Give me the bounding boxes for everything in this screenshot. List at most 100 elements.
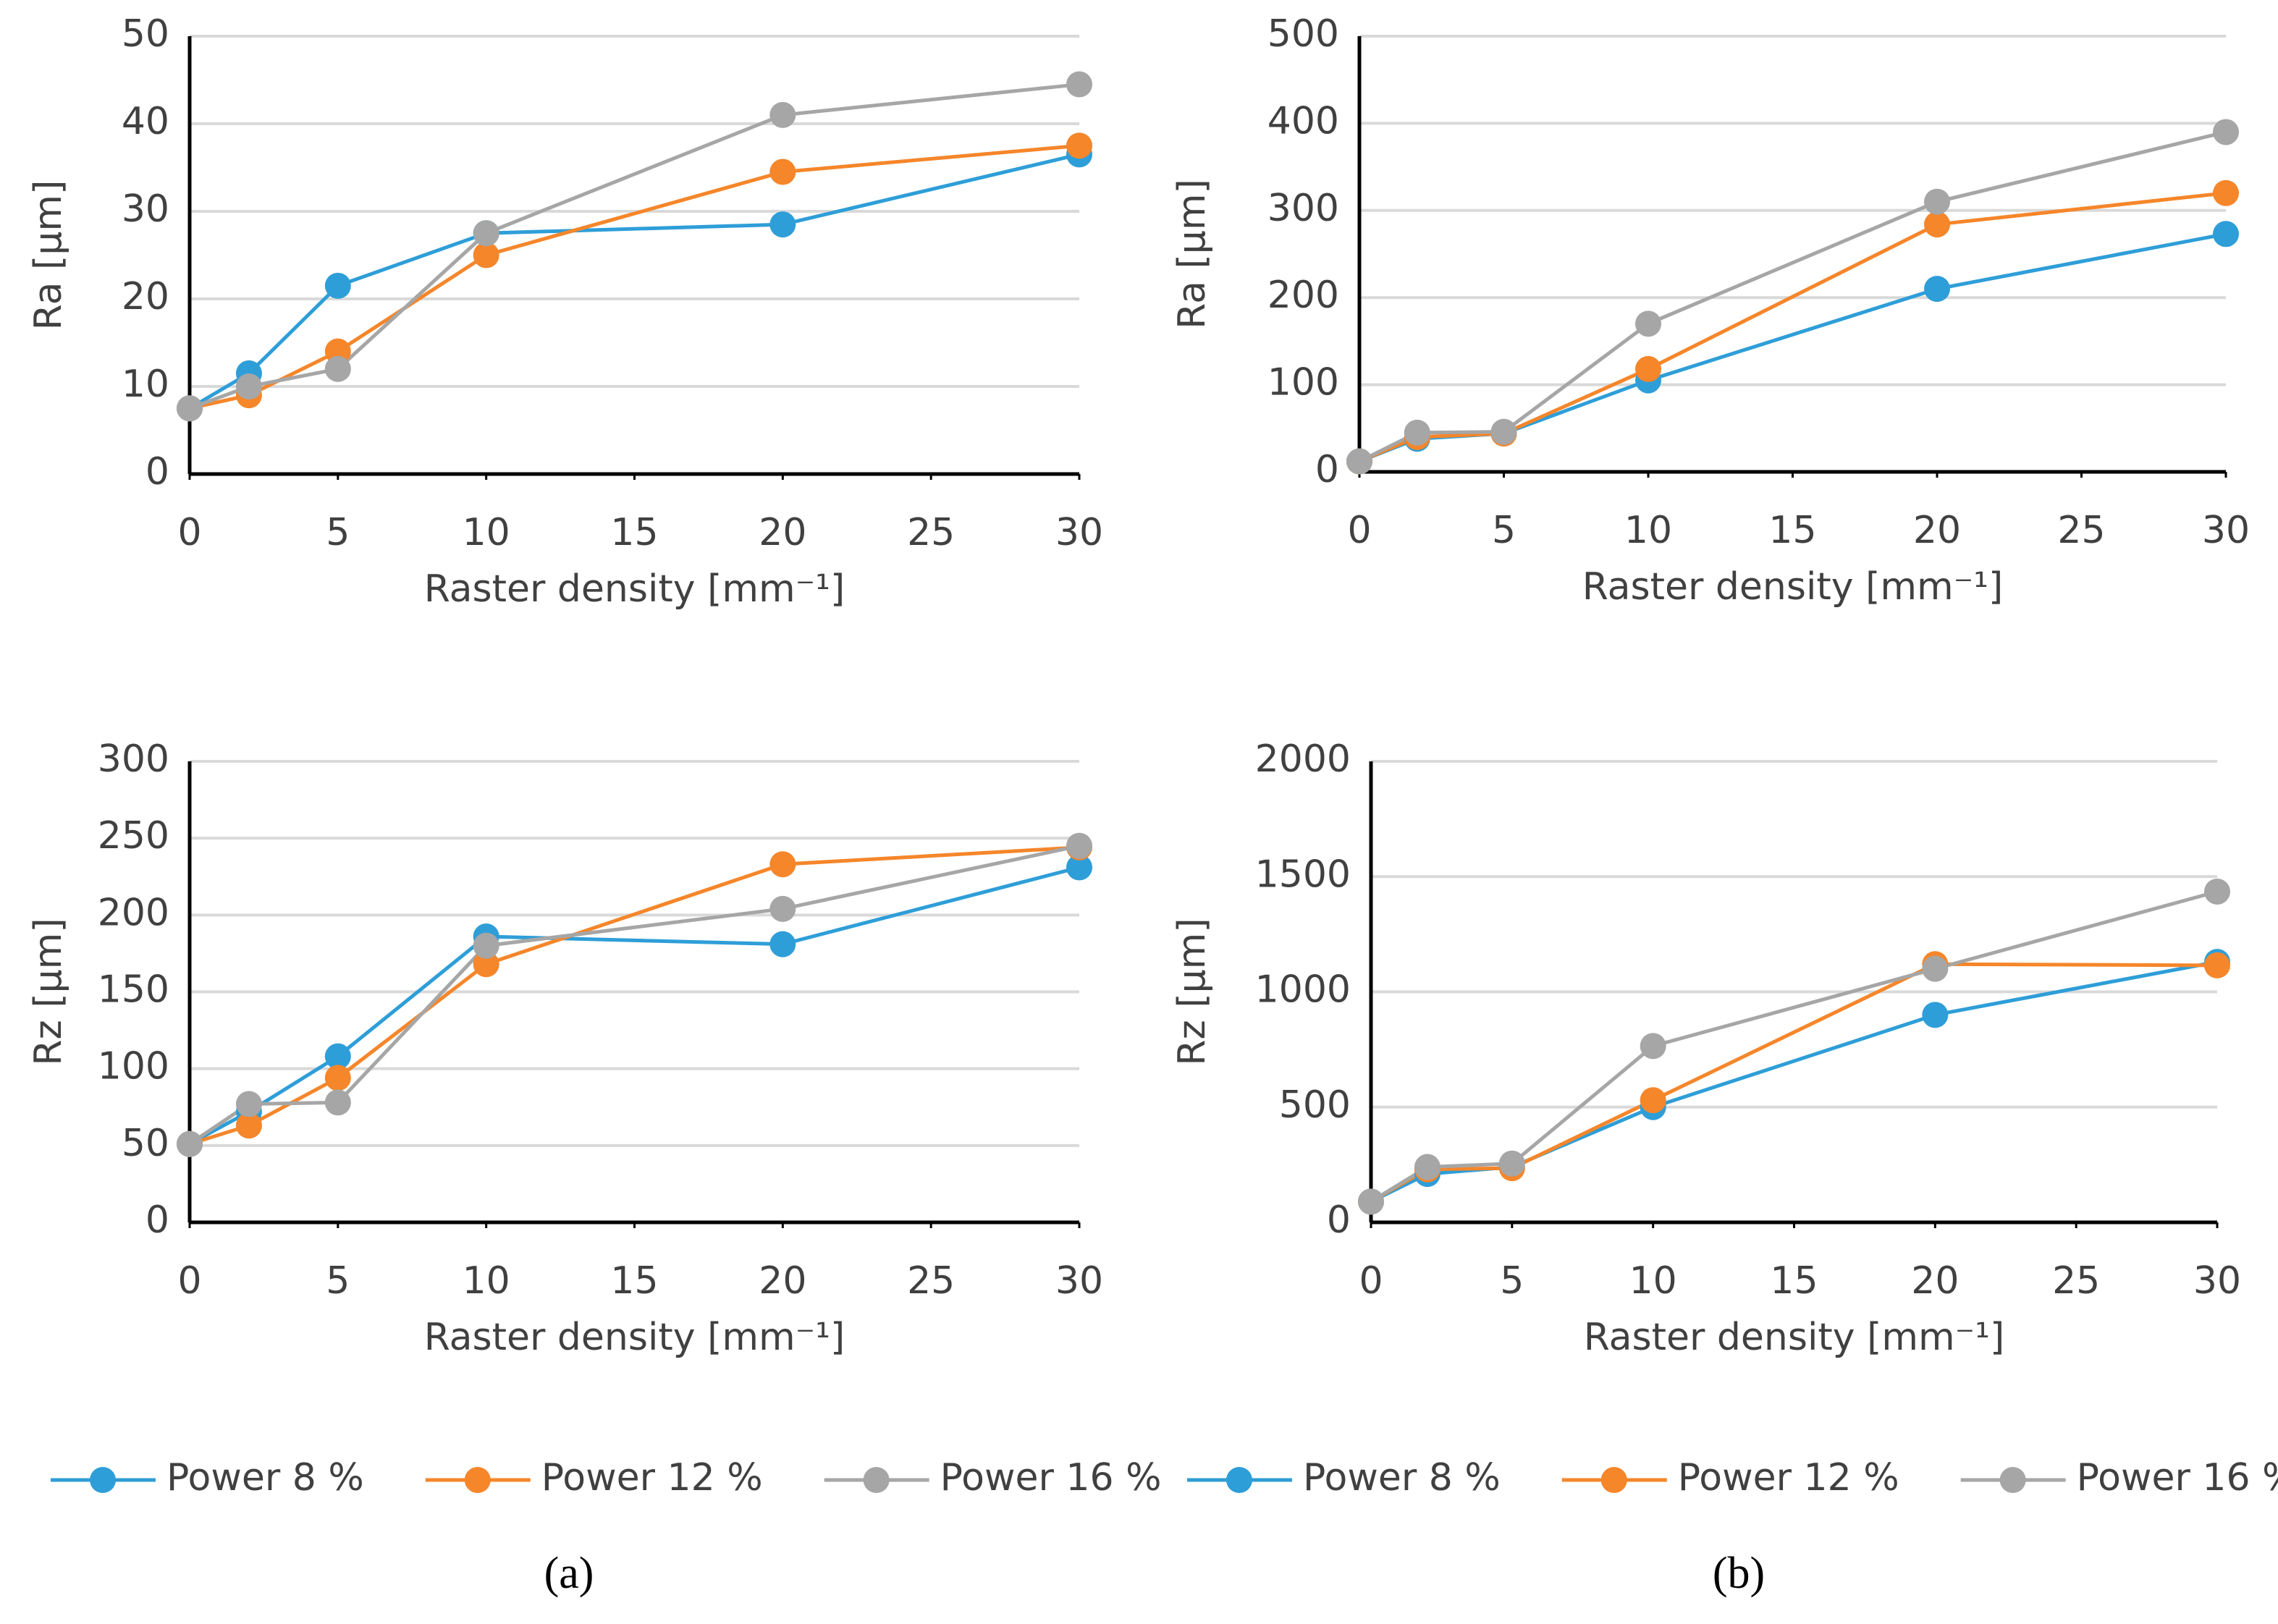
x-tick-label: 30 [2202, 509, 2250, 552]
y-axis-label: Ra [µm] [27, 180, 70, 331]
x-tick-label: 10 [1629, 1259, 1677, 1303]
y-tick-label: 0 [1315, 448, 1339, 491]
marker [1066, 854, 1092, 881]
marker [769, 158, 796, 185]
x-axis-label: Raster density [mm⁻¹] [424, 567, 845, 611]
marker [2204, 878, 2230, 905]
marker [473, 951, 499, 978]
marker [177, 395, 203, 422]
x-tick-label: 5 [1492, 509, 1516, 552]
legend-swatch [1999, 1467, 2026, 1493]
marker [1414, 1154, 1440, 1180]
y-tick-label: 100 [1267, 361, 1339, 405]
legend-label: Power 12 % [1678, 1456, 1899, 1500]
legend-swatch [863, 1467, 890, 1493]
marker [2213, 221, 2239, 248]
y-tick-label: 2000 [1255, 737, 1351, 781]
marker [473, 932, 499, 959]
marker [235, 373, 262, 399]
y-tick-label: 0 [1327, 1198, 1351, 1242]
y-tick-label: 0 [145, 450, 169, 494]
x-tick-label: 20 [759, 511, 806, 554]
x-tick-label: 30 [1055, 511, 1103, 554]
legend-swatch [1600, 1467, 1627, 1493]
marker [473, 242, 499, 268]
marker [1924, 276, 1950, 303]
x-tick-label: 15 [1770, 1259, 1818, 1303]
marker [2213, 179, 2239, 206]
legend-label: Power 8 % [1303, 1456, 1501, 1500]
panel-label: (a) [544, 1549, 594, 1598]
y-tick-label: 40 [122, 100, 169, 143]
panel-label: (b) [1713, 1549, 1765, 1598]
x-tick-label: 30 [2193, 1259, 2241, 1303]
y-tick-label: 200 [98, 891, 169, 934]
marker [1922, 955, 1949, 982]
series-line [1359, 232, 2227, 463]
marker [1924, 211, 1950, 238]
y-tick-label: 1000 [1255, 968, 1351, 1012]
marker [324, 1065, 351, 1091]
marker [1635, 310, 1661, 337]
y-tick-label: 10 [122, 363, 169, 406]
x-tick-label: 0 [1359, 1259, 1383, 1303]
marker [235, 1091, 262, 1117]
marker [324, 272, 351, 299]
x-axis-label: Raster density [mm⁻¹] [1582, 565, 2004, 609]
series-line [1370, 962, 2218, 1204]
marker [769, 101, 796, 128]
marker [1066, 832, 1092, 859]
x-tick-label: 10 [1624, 509, 1672, 552]
y-tick-label: 200 [1267, 274, 1339, 317]
x-tick-label: 10 [463, 1259, 510, 1303]
marker [473, 220, 499, 247]
y-tick-label: 400 [1267, 99, 1339, 143]
marker [324, 355, 351, 382]
y-tick-label: 300 [1267, 187, 1339, 230]
x-tick-label: 20 [1911, 1259, 1959, 1303]
x-tick-label: 0 [177, 511, 201, 554]
x-tick-label: 5 [326, 511, 350, 554]
x-tick-label: 25 [2052, 1259, 2100, 1303]
marker [1924, 188, 1950, 215]
x-axis-label: Raster density [mm⁻¹] [1584, 1316, 2005, 1359]
y-tick-label: 100 [98, 1045, 169, 1088]
y-tick-label: 500 [1279, 1083, 1351, 1127]
y-tick-label: 150 [98, 968, 169, 1012]
marker [324, 1043, 351, 1070]
x-tick-label: 25 [2057, 509, 2105, 552]
x-tick-label: 15 [610, 511, 658, 554]
x-tick-label: 25 [907, 511, 955, 554]
y-tick-label: 20 [122, 275, 169, 318]
legend-swatch [1226, 1467, 1252, 1493]
x-tick-label: 20 [1913, 509, 1961, 552]
marker [1640, 1087, 1666, 1114]
y-tick-label: 50 [122, 12, 169, 56]
series-line [189, 845, 1080, 1146]
legend-label: Power 12 % [541, 1456, 763, 1500]
marker [1066, 71, 1092, 98]
y-tick-label: 1500 [1255, 853, 1351, 896]
x-tick-label: 15 [1768, 509, 1816, 552]
marker [177, 1130, 203, 1157]
y-axis-label: Rz [µm] [27, 918, 70, 1065]
marker [1635, 355, 1661, 382]
x-tick-label: 5 [326, 1259, 350, 1303]
legend-label: Power 16 % [940, 1456, 1162, 1500]
marker [1404, 419, 1430, 446]
marker [235, 1112, 262, 1139]
y-axis-label: Rz [µm] [1170, 918, 1214, 1065]
marker [324, 1089, 351, 1116]
y-tick-label: 30 [122, 187, 169, 231]
y-tick-label: 300 [98, 737, 169, 781]
x-axis-label: Raster density [mm⁻¹] [424, 1316, 845, 1359]
x-tick-label: 15 [610, 1259, 658, 1303]
y-tick-label: 0 [145, 1198, 169, 1242]
marker [1640, 1033, 1666, 1060]
marker [1358, 1188, 1384, 1215]
marker [1490, 418, 1517, 445]
marker [1066, 132, 1092, 159]
marker [769, 211, 796, 238]
x-tick-label: 25 [907, 1259, 955, 1303]
